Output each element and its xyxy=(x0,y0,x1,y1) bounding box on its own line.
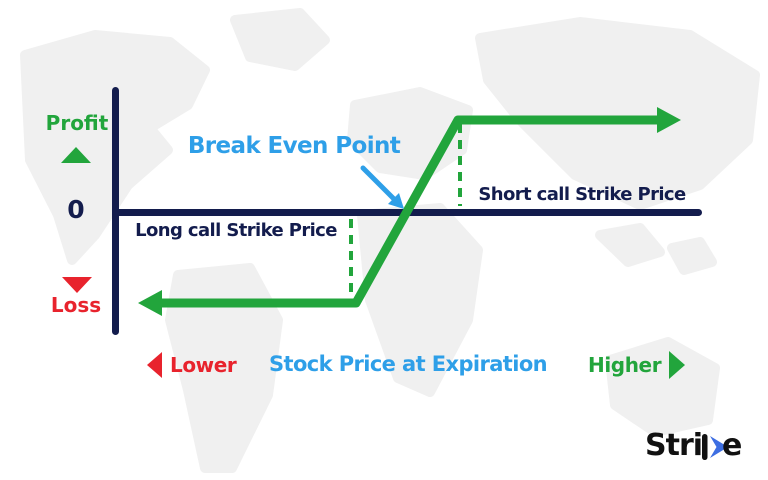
profit-up-triangle-icon xyxy=(61,147,91,163)
higher-right-triangle-icon xyxy=(669,351,686,379)
long-call-strike-label: Long call Strike Price xyxy=(135,220,337,241)
loss-label: Loss xyxy=(50,293,102,317)
logo-text-suffix: e xyxy=(722,428,742,463)
lower-label: Lower xyxy=(170,353,237,377)
logo-text-prefix: Stri xyxy=(645,428,703,463)
map-australia xyxy=(605,337,720,437)
higher-direction-indicator: Higher xyxy=(588,351,686,379)
x-axis-title: Stock Price at Expiration xyxy=(268,352,548,376)
lower-left-triangle-icon xyxy=(147,352,162,378)
map-asia xyxy=(475,17,760,210)
logo-k-arrow-icon xyxy=(702,433,729,460)
loss-down-triangle-icon xyxy=(62,277,92,293)
zero-label: 0 xyxy=(67,195,85,224)
higher-label: Higher xyxy=(588,353,662,377)
short-call-strike-label: Short call Strike Price xyxy=(478,184,686,205)
profit-label: Profit xyxy=(45,111,109,135)
x-axis-line xyxy=(112,209,702,216)
lower-direction-indicator: Lower xyxy=(147,352,237,378)
break-even-point-label: Break Even Point xyxy=(187,133,401,159)
map-islands xyxy=(595,223,665,267)
map-islands-2 xyxy=(667,237,717,275)
strike-logo: Stri e xyxy=(645,428,742,463)
map-greenland xyxy=(230,8,330,71)
